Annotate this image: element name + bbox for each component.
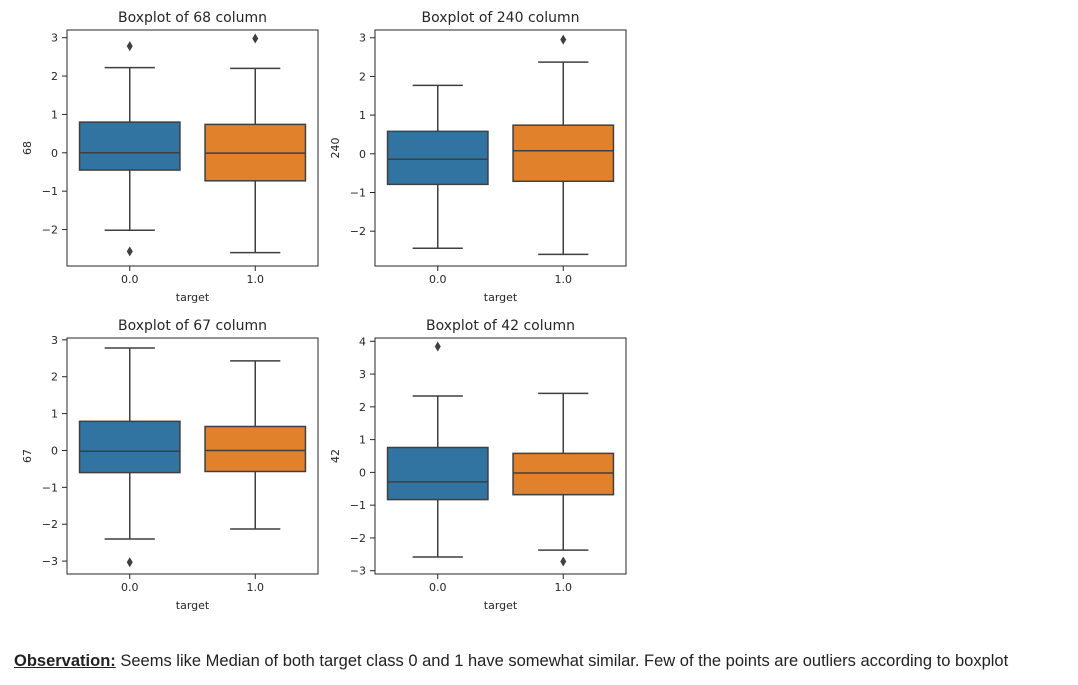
outlier-point [560,34,567,45]
y-tick-label: 3 [359,368,366,381]
x-tick-label: 1.0 [247,273,265,286]
outlier-point [434,341,441,352]
outlier-point [126,557,133,568]
x-tick-label: 0.0 [121,581,139,594]
x-tick-label: 0.0 [121,273,139,286]
x-tick-label: 0.0 [429,273,447,286]
y-tick-label: −2 [42,518,58,531]
outlier-point [252,33,259,44]
y-tick-label: 4 [359,335,366,348]
chart-title: Boxplot of 42 column [426,318,575,334]
y-tick-label: 3 [51,32,58,45]
y-axis-label: 240 [329,138,342,159]
y-tick-label: −3 [350,565,366,578]
boxplot-panel-67: Boxplot of 67 column −3 −2 −1 0 1 2 3 67 0.0 1.0 ta… [21,318,319,612]
box-1.0 [512,124,615,183]
box-0.0 [386,130,489,186]
x-tick-label: 1.0 [555,273,573,286]
y-tick-label: 3 [359,32,366,45]
y-tick-label: −1 [42,481,58,494]
y-tick-label: −1 [350,186,366,199]
observation-label: Observation: [14,652,116,670]
plot-frame [66,337,319,575]
y-tick-label: −1 [42,185,58,198]
plot-frame [66,29,319,267]
boxplot-panel-68: Boxplot of 68 column −2 −1 0 1 2 3 68 0.0 1.0 targ… [21,10,319,304]
box-1.0 [204,425,307,473]
boxplot-grid: Boxplot of 68 column −2 −1 0 1 2 3 68 0.0 1.0 targ… [21,10,627,612]
y-tick-label: 1 [359,109,366,122]
y-axis-label: 42 [329,449,342,463]
y-axis-label: 68 [21,141,34,155]
chart-title: Boxplot of 67 column [118,318,267,334]
outlier-point [560,556,567,567]
plot-frame [374,29,627,267]
boxplot-panel-42: Boxplot of 42 column −3 −2 −1 0 1 2 3 4 42 0.0 1.0 t… [329,318,627,612]
chart-title: Boxplot of 68 column [118,10,267,26]
y-tick-label: 3 [51,334,58,347]
y-tick-label: 0 [359,148,366,161]
y-axis-label: 67 [21,449,34,463]
chart-title: Boxplot of 240 column [422,10,580,26]
outlier-point [126,246,133,257]
observation-note: Observation: Seems like Median of both t… [14,652,1008,671]
box-1.0 [512,452,615,496]
outlier-point [126,41,133,52]
x-tick-label: 1.0 [555,581,573,594]
y-tick-label: 0 [51,444,58,457]
y-tick-label: −3 [42,555,58,568]
y-tick-label: 2 [359,401,366,414]
y-tick-label: −2 [350,225,366,238]
y-tick-label: 0 [51,147,58,160]
y-tick-label: 1 [51,108,58,121]
x-axis-label: target [176,599,210,612]
x-tick-label: 1.0 [247,581,265,594]
x-tick-label: 0.0 [429,581,447,594]
box-0.0 [78,420,181,474]
y-tick-label: −2 [350,532,366,545]
x-axis-label: target [176,291,210,304]
plot-frame [374,337,627,575]
box-0.0 [78,121,181,171]
x-axis-label: target [484,291,518,304]
y-tick-label: −1 [350,499,366,512]
box-0.0 [386,446,489,501]
y-tick-label: −2 [42,224,58,237]
x-axis-label: target [484,599,518,612]
y-tick-label: 0 [359,466,366,479]
y-tick-label: 2 [359,70,366,83]
observation-text: Seems like Median of both target class 0… [115,652,1009,670]
y-tick-label: 2 [51,371,58,384]
y-tick-label: 2 [51,70,58,83]
y-tick-label: 1 [359,434,366,447]
boxplot-panel-240: Boxplot of 240 column −2 −1 0 1 2 3 240 0.0 1.0 ta… [329,10,627,304]
y-tick-label: 1 [51,408,58,421]
